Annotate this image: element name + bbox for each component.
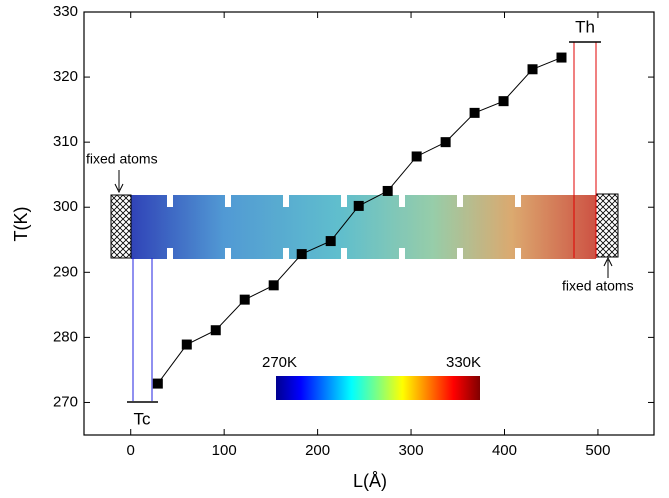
data-point <box>556 52 567 63</box>
data-point <box>296 249 307 260</box>
data-point <box>325 236 336 247</box>
data-point <box>527 64 538 75</box>
y-tick-label: 320 <box>53 68 78 85</box>
data-point <box>353 200 364 211</box>
plot-frame <box>83 11 655 436</box>
x-tick-label: 300 <box>399 442 424 459</box>
annotation: fixed atoms <box>86 151 158 167</box>
x-tick-label: 100 <box>212 442 237 459</box>
y-axis-label: T(K) <box>11 207 31 242</box>
data-point <box>239 294 250 305</box>
data-point <box>498 96 509 107</box>
y-tick-label: 270 <box>53 393 78 410</box>
data-point <box>268 280 279 291</box>
data-point <box>210 325 221 336</box>
th-marker <box>569 41 601 258</box>
data-point <box>411 151 422 162</box>
data-point <box>382 185 393 196</box>
x-tick-label: 400 <box>492 442 517 459</box>
colorbar-label: 330K <box>446 354 481 371</box>
arrow <box>114 170 124 194</box>
y-tick-label: 330 <box>53 3 78 20</box>
y-tick-label: 300 <box>53 198 78 215</box>
y-tick-label: 290 <box>53 263 78 280</box>
x-axis-label: L(Å) <box>353 471 387 491</box>
y-tick-label: 310 <box>53 133 78 150</box>
fixed-atoms-box <box>110 194 132 259</box>
annotation: Th <box>575 17 595 36</box>
colorbar <box>276 376 480 400</box>
y-tick-label: 280 <box>53 328 78 345</box>
x-tick-label: 200 <box>305 442 330 459</box>
tc-marker <box>127 258 158 403</box>
data-point <box>152 378 163 389</box>
annotation: fixed atoms <box>562 278 634 294</box>
data-point <box>181 339 192 350</box>
x-tick-label: 500 <box>585 442 610 459</box>
data-point <box>440 137 451 148</box>
fixed-atoms-box <box>595 193 619 258</box>
data-point <box>469 107 480 118</box>
annotation: Tc <box>134 409 152 428</box>
x-tick-label: 0 <box>127 442 135 459</box>
arrow <box>603 256 613 278</box>
colorbar-label: 270K <box>262 354 297 371</box>
